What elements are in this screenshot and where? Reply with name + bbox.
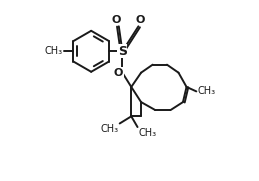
Text: O: O xyxy=(136,14,145,25)
Text: O: O xyxy=(112,14,121,25)
Text: O: O xyxy=(114,68,123,78)
Text: CH₃: CH₃ xyxy=(197,86,215,96)
Text: CH₃: CH₃ xyxy=(138,128,156,138)
Text: CH₃: CH₃ xyxy=(101,124,119,134)
Text: S: S xyxy=(118,45,127,58)
Text: CH₃: CH₃ xyxy=(45,46,63,56)
